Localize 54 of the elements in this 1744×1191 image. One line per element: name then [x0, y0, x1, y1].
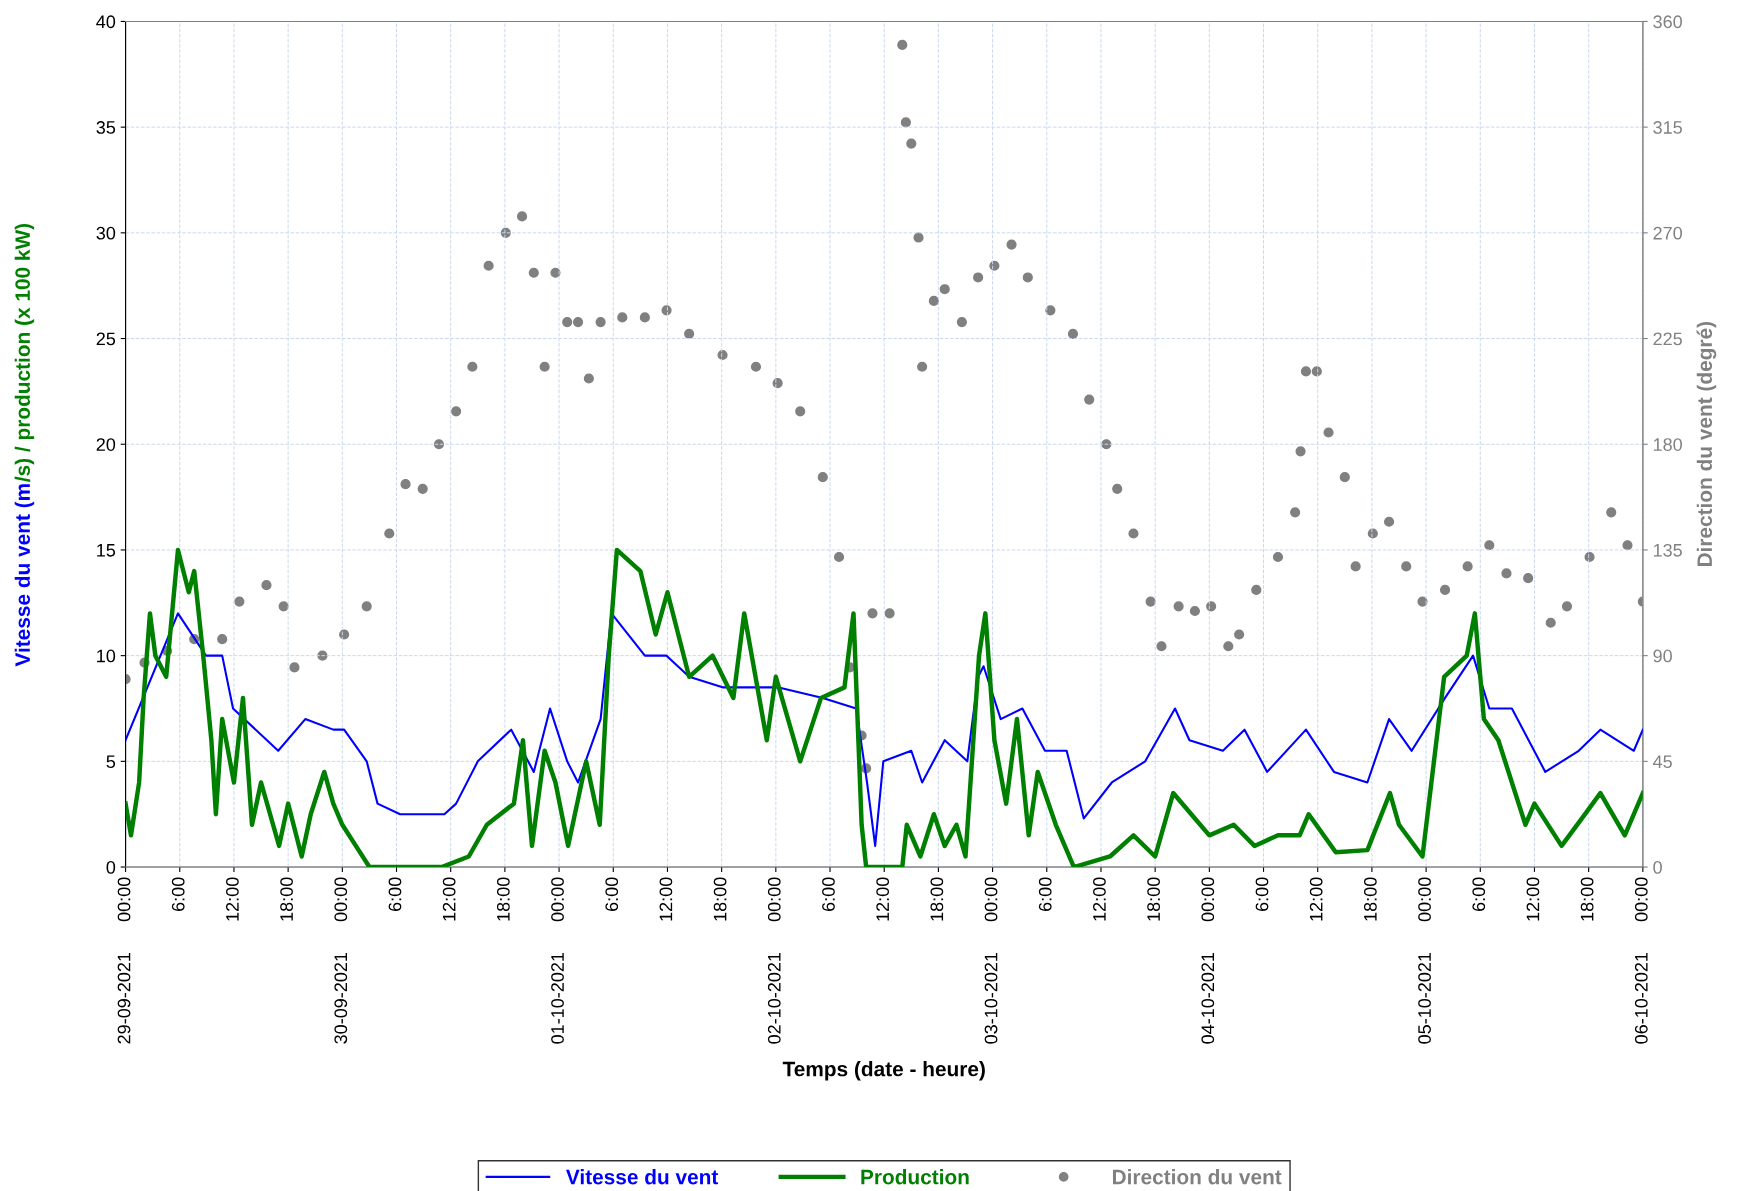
x-tick-label: 6:00: [1472, 877, 1486, 911]
y2-axis-title: Direction du vent (degré): [1696, 321, 1717, 567]
x-tick-label: 01-10-2021 00:00: [551, 877, 564, 1044]
y2-tick-label: 0: [1653, 860, 1662, 874]
x-tick-label: 29-09-2021 00:00: [117, 877, 131, 1044]
y2-tick-label: 360: [1653, 15, 1682, 29]
x-tick-label: 12:00: [659, 877, 673, 921]
x-tick-label: 12:00: [1309, 877, 1323, 921]
y2-tick-label: 45: [1652, 755, 1672, 769]
line-series: [125, 612, 1643, 847]
x-tick-label: 04-10-2021 00:00: [1201, 877, 1215, 1044]
y2-tick-label: 90: [1653, 649, 1672, 663]
x-tick-label: 18:00: [713, 877, 727, 921]
x-tick-label: 02-10-2021 00:00: [767, 877, 781, 1044]
x-tick-label: 12:00: [1093, 877, 1106, 921]
y-tick-label: 25: [96, 332, 116, 346]
x-tick-label: 12:00: [1526, 877, 1540, 921]
x-tick-label: 05-10-2021 00:00: [1418, 877, 1431, 1044]
x-tick-label: 18:00: [930, 877, 944, 921]
x-tick-label: 12:00: [226, 877, 239, 921]
y-tick-label: 0: [106, 860, 116, 874]
x-tick-label: 06-10-2021 00:00: [1634, 877, 1648, 1044]
y-tick-label: 40: [96, 15, 116, 29]
x-tick-label: 18:00: [1147, 877, 1160, 921]
x-tick-label: 30-09-2021 00:00: [334, 877, 348, 1044]
x-tick-label: 6:00: [171, 877, 185, 911]
x-axis-title: Temps (date - heure): [782, 1061, 985, 1081]
x-tick-label: 18:00: [1580, 877, 1594, 921]
y2-tick-label: 225: [1653, 332, 1682, 346]
y-tick-label: 15: [97, 544, 116, 557]
legend-label: Production: [861, 1169, 969, 1185]
x-tick-label: 6:00: [605, 877, 619, 911]
y-tick-label: 5: [106, 755, 116, 769]
x-tick-label: 18:00: [280, 877, 293, 921]
x-tick-label: 6:00: [388, 877, 402, 911]
legend-label: Direction du vent: [1112, 1169, 1282, 1185]
y2-tick-label: 315: [1653, 121, 1682, 134]
x-tick-label: 03-10-2021 00:00: [984, 877, 998, 1044]
x-tick-label: 18:00: [1363, 877, 1377, 921]
x-tick-label: 12:00: [876, 877, 890, 921]
y2-tick-label: 135: [1653, 543, 1682, 557]
y-tick-label: 35: [96, 121, 116, 134]
x-tick-label: 6:00: [822, 877, 835, 911]
y2-tick-label: 270: [1653, 226, 1682, 240]
legend-label: Vitesse du vent: [566, 1169, 719, 1185]
y-tick-label: 30: [96, 226, 116, 240]
y-tick-label: 10: [97, 649, 116, 663]
y2-tick-label: 180: [1653, 438, 1682, 451]
y-tick-label: 20: [96, 438, 116, 451]
x-tick-label: 6:00: [1255, 877, 1269, 911]
y-axis-title: Vitesse du vent (m/s) / production (x 100 kW): [14, 223, 35, 667]
x-tick-label: 12:00: [442, 877, 456, 921]
x-tick-label: 6:00: [1038, 877, 1052, 911]
x-tick-label: 18:00: [496, 877, 510, 921]
